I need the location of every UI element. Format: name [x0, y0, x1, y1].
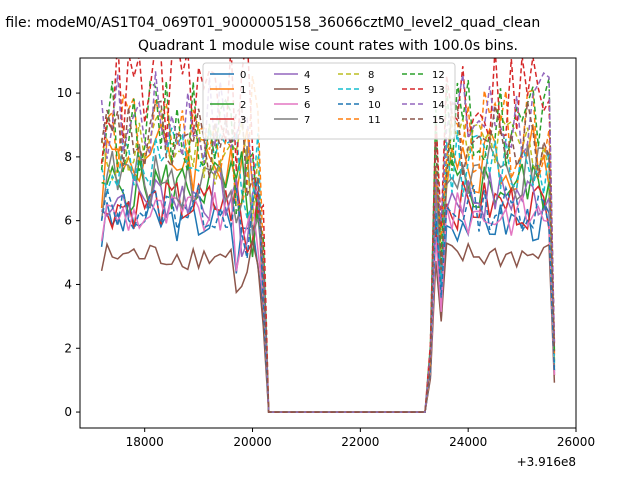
page-title: n file: modeM0/AS1T04_069T01_9000005158_… [0, 15, 540, 31]
legend-label-10: 10 [368, 100, 381, 111]
legend-label-4: 4 [304, 70, 310, 81]
series-line-10 [100, 177, 556, 413]
x-axis: 18000 20000 22000 24000 26000 [126, 428, 595, 449]
y-tick-label: 4 [64, 277, 72, 291]
x-tick-label: 24000 [449, 435, 487, 449]
legend-label-9: 9 [368, 85, 374, 96]
legend-label-0: 0 [240, 70, 246, 81]
legend-label-2: 2 [240, 100, 246, 111]
legend-label-7: 7 [304, 115, 310, 126]
legend-label-5: 5 [304, 85, 310, 96]
legend-label-14: 14 [432, 100, 445, 111]
legend-label-13: 13 [432, 85, 445, 96]
y-tick-label: 0 [64, 405, 72, 419]
x-tick-label: 18000 [126, 435, 164, 449]
y-tick-label: 6 [64, 214, 72, 228]
series-line-15 [100, 100, 556, 413]
x-tick-label: 22000 [341, 435, 379, 449]
legend-label-11: 11 [368, 115, 381, 126]
legend-label-1: 1 [240, 85, 246, 96]
legend-box [202, 62, 456, 140]
legend-label-8: 8 [368, 70, 374, 81]
plot-frame [79, 57, 577, 429]
legend-label-3: 3 [240, 115, 246, 126]
series-group [100, 58, 556, 413]
chart-title: Quadrant 1 module wise count rates with … [138, 38, 518, 54]
y-axis: 0 2 4 6 8 10 [57, 86, 80, 419]
legend-label-15: 15 [432, 115, 445, 126]
y-tick-label: 10 [57, 86, 72, 100]
x-tick-label: 26000 [557, 435, 595, 449]
x-offset-label: +3.916e8 [517, 455, 576, 469]
legend-label-12: 12 [432, 70, 445, 81]
y-tick-label: 2 [64, 341, 72, 355]
plot-area [79, 57, 577, 429]
legend-label-6: 6 [304, 100, 310, 111]
y-tick-label: 8 [64, 150, 72, 164]
x-tick-label: 20000 [233, 435, 271, 449]
